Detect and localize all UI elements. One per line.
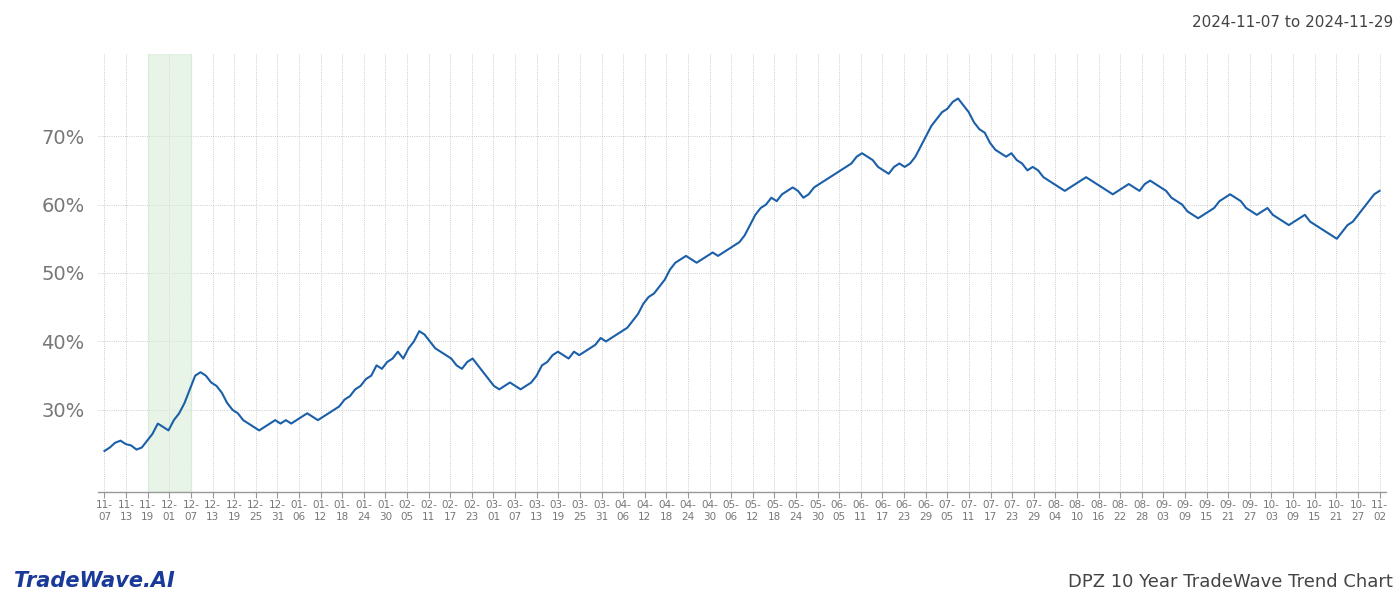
Bar	[148, 54, 190, 492]
Text: TradeWave.AI: TradeWave.AI	[14, 571, 175, 591]
Text: DPZ 10 Year TradeWave Trend Chart: DPZ 10 Year TradeWave Trend Chart	[1068, 573, 1393, 591]
Text: 2024-11-07 to 2024-11-29: 2024-11-07 to 2024-11-29	[1191, 15, 1393, 30]
